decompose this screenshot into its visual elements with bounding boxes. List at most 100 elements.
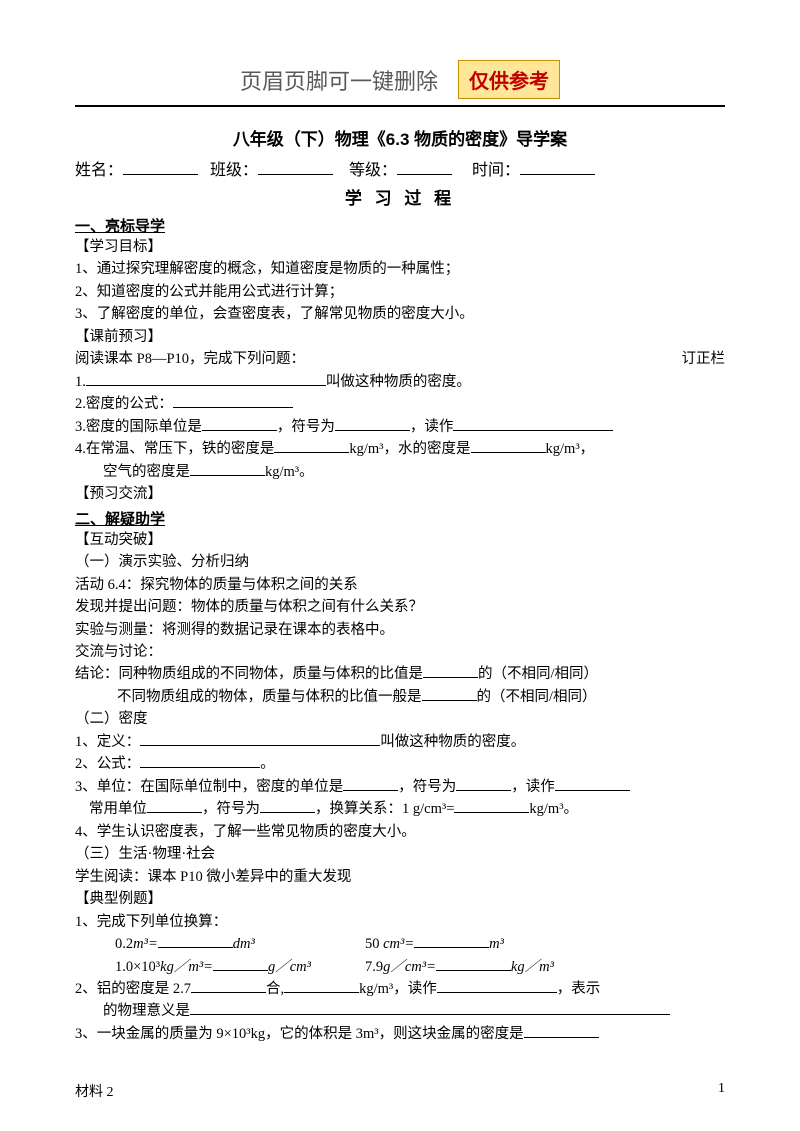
correction-note: 订正栏	[682, 348, 726, 370]
blank	[147, 799, 202, 813]
footer-left: 材料 2	[75, 1081, 114, 1101]
blank	[471, 439, 546, 453]
q3: 3.密度的国际单位是，符号为，读作	[75, 416, 725, 438]
header-divider	[75, 105, 725, 107]
blank	[422, 687, 477, 701]
p2: 活动 6.4：探究物体的质量与体积之间的关系	[75, 574, 725, 596]
blank	[140, 754, 260, 768]
cv2b: m³	[489, 936, 504, 952]
label-name: 姓名：	[75, 162, 123, 179]
p8: 学生阅读：课本 P10 微小差异中的重大发现	[75, 866, 725, 888]
d3g: kg/m³。	[529, 801, 578, 817]
break-label: 【互动突破】	[75, 529, 725, 551]
blank	[190, 462, 265, 476]
cv2a: 50	[365, 936, 383, 952]
blank	[213, 957, 268, 971]
d3b: ，符号为	[398, 779, 456, 795]
e2-cont: 的物理意义是	[75, 1000, 725, 1022]
blank	[520, 161, 595, 175]
e2c: kg/m³，读作	[359, 981, 437, 997]
cv2au: cm³=	[383, 936, 414, 952]
cv1b: dm³	[233, 936, 255, 952]
q4c: kg/m³，	[546, 441, 595, 457]
conv-row-2: 1.0×10³kg／m³= g／cm³ 7.9g／cm³= kg／m³	[75, 956, 725, 978]
q4e: kg/m³。	[265, 464, 314, 480]
preview-label: 【课前预习】	[75, 326, 725, 348]
q4: 4.在常温、常压下，铁的密度是kg/m³，水的密度是kg/m³，	[75, 438, 725, 460]
footer-right: 1	[718, 1081, 725, 1101]
cv1au: m³=	[133, 936, 158, 952]
q4b: kg/m³，水的密度是	[349, 441, 470, 457]
cv3a: 1.0×10³	[115, 959, 160, 975]
conv-row-1: 0.2m³= dm³ 50 cm³= m³	[75, 933, 725, 955]
p4: 实验与测量：将测得的数据记录在课本的表格中。	[75, 619, 725, 641]
blank	[397, 161, 452, 175]
blank	[524, 1024, 599, 1038]
q3b: ，符号为	[277, 419, 335, 435]
blank	[123, 161, 198, 175]
cv3au: kg／m³=	[160, 959, 213, 975]
cv4au: g／cm³=	[383, 959, 436, 975]
q4d: 空气的密度是	[103, 464, 190, 480]
d3e: ，符号为	[202, 801, 260, 817]
p5: 交流与讨论：	[75, 641, 725, 663]
blank	[274, 439, 349, 453]
blank	[414, 934, 489, 948]
cv4b: kg／m³	[511, 959, 554, 975]
section-2-head: 二、解疑助学	[75, 508, 725, 529]
cv1a: 0.2	[115, 936, 133, 952]
header-row: 页眉页脚可一键删除 仅供参考	[75, 60, 725, 99]
blank	[456, 777, 511, 791]
blank	[453, 417, 613, 431]
footer: 材料 2 1	[75, 1081, 725, 1101]
label-grade: 等级：	[349, 162, 397, 179]
blank	[86, 372, 326, 386]
blank	[555, 777, 630, 791]
cv3b: g／cm³	[268, 959, 311, 975]
e3a: 3、一块金属的质量为 9×10³kg，它的体积是 3m³，则这块金属的密度是	[75, 1026, 524, 1042]
preview-read: 阅读课本 P8—P10，完成下列问题： 订正栏	[75, 348, 725, 370]
form-line: 姓名： 班级： 等级： 时间：	[75, 156, 725, 180]
blank	[284, 979, 359, 993]
d4: 4、学生认识密度表，了解一些常见物质的密度大小。	[75, 821, 725, 843]
e2: 2、铝的密度是 2.7 合, kg/m³，读作 ，表示	[75, 978, 725, 1000]
page-title: 八年级（下）物理《6.3 物质的密度》导学案	[75, 125, 725, 150]
preview-read-text: 阅读课本 P8—P10，完成下列问题：	[75, 351, 305, 367]
q4-cont: 空气的密度是 kg/m³。	[75, 461, 725, 483]
blank	[437, 979, 557, 993]
blank	[158, 934, 233, 948]
q2: 2.密度的公式：	[75, 393, 725, 415]
header-badge: 仅供参考	[458, 60, 560, 99]
blank	[202, 417, 277, 431]
conv-4: 7.9g／cm³= kg／m³	[365, 956, 725, 978]
c1: 结论：同种物质组成的不同物体，质量与体积的比值是的（不相同/相同）	[75, 663, 725, 685]
cv4a: 7.9	[365, 959, 383, 975]
e3: 3、一块金属的质量为 9×10³kg，它的体积是 3m³，则这块金属的密度是	[75, 1023, 725, 1045]
blank	[140, 732, 380, 746]
d3d: 常用单位	[89, 801, 147, 817]
e2d: ，表示	[557, 981, 601, 997]
d3f: ，换算关系：1 g/cm³=	[315, 801, 454, 817]
blank	[260, 799, 315, 813]
e2b: 合,	[266, 981, 284, 997]
blank	[335, 417, 410, 431]
goal-3: 3、了解密度的单位，会查密度表，了解常见物质的密度大小。	[75, 303, 725, 325]
c2b: 的（不相同/相同）	[477, 689, 597, 705]
section-1-head: 一、亮标导学	[75, 215, 725, 236]
header-text: 页眉页脚可一键删除	[240, 64, 438, 96]
q3a: 3.密度的国际单位是	[75, 419, 202, 435]
d3a: 3、单位：在国际单位制中，密度的单位是	[75, 779, 343, 795]
c2: 不同物质组成的物体，质量与体积的比值一般是的（不相同/相同）	[75, 686, 725, 708]
e2a: 2、铝的密度是 2.7	[75, 981, 191, 997]
d3: 3、单位：在国际单位制中，密度的单位是，符号为，读作	[75, 776, 725, 798]
c1b: 的（不相同/相同）	[478, 666, 598, 682]
q1: 1.叫做这种物质的密度。	[75, 371, 725, 393]
label-time: 时间：	[472, 162, 520, 179]
q2a: 2.密度的公式：	[75, 396, 173, 412]
blank	[191, 979, 266, 993]
conv-2: 50 cm³= m³	[365, 933, 725, 955]
blank	[436, 957, 511, 971]
q1b: 叫做这种物质的密度。	[326, 374, 471, 390]
d3-cont: 常用单位 ，符号为 ，换算关系：1 g/cm³= kg/m³。	[75, 798, 725, 820]
goals-label: 【学习目标】	[75, 236, 725, 258]
